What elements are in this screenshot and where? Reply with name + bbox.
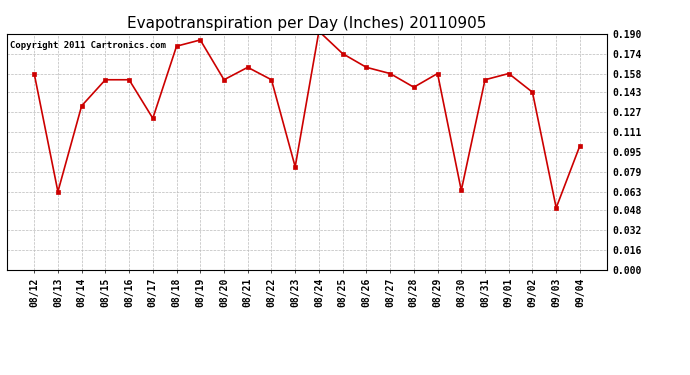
Title: Evapotranspiration per Day (Inches) 20110905: Evapotranspiration per Day (Inches) 2011…	[128, 16, 486, 31]
Text: Copyright 2011 Cartronics.com: Copyright 2011 Cartronics.com	[10, 41, 166, 50]
